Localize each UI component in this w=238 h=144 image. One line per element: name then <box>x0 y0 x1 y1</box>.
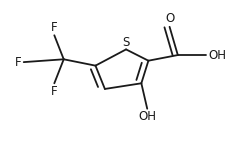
Text: F: F <box>15 56 21 69</box>
Text: F: F <box>51 21 58 34</box>
Text: OH: OH <box>208 49 226 61</box>
Text: OH: OH <box>138 110 156 123</box>
Text: S: S <box>122 36 130 49</box>
Text: F: F <box>51 85 58 98</box>
Text: O: O <box>165 12 174 25</box>
